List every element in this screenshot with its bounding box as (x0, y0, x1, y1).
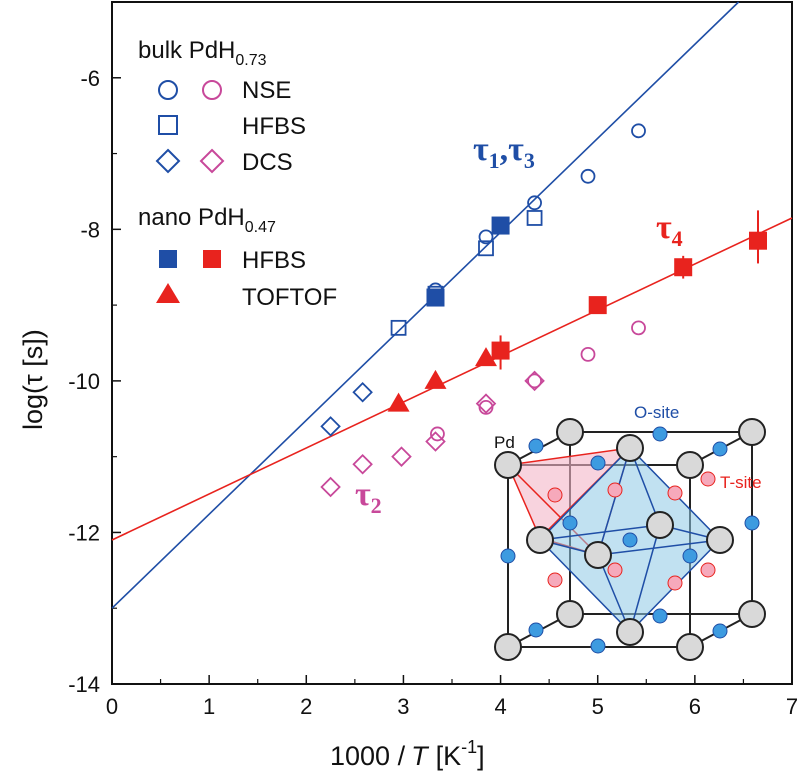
x-tick-label: 4 (494, 694, 506, 719)
data-point-dcs-magenta (320, 476, 341, 498)
o-site-atoms (500, 426, 760, 654)
x-tick-label: 2 (300, 694, 312, 719)
data-point-hfbs-red (674, 258, 693, 277)
x-tick-label: 1 (203, 694, 215, 719)
y-tick-label: -10 (68, 369, 100, 394)
data-point-dcs-magenta (524, 370, 545, 392)
axis-ticks: 0 1 2 3 4 5 6 7 -14 -12 -10 -8 -6 (68, 1, 798, 719)
annotation-tau1-tau3: τ1,τ3 (473, 131, 535, 173)
x-tick-label: 0 (106, 694, 118, 719)
data-point-hfbs-red (491, 341, 510, 360)
y-axis-title: log(τ [s]) (18, 329, 48, 430)
data-markers (320, 123, 767, 498)
data-point-dcs-blue (320, 416, 341, 437)
legend-label-hfbs-bulk: HFBS (242, 113, 306, 140)
legend-marker-hfbs-nano-red (203, 250, 221, 268)
x-tick-label: 3 (397, 694, 409, 719)
data-point-dcs-magenta (475, 393, 497, 414)
legend-label-hfbs-nano: HFBS (242, 247, 306, 274)
data-point-nse-blue (527, 195, 542, 211)
data-point-hfbs-blue (426, 288, 445, 307)
legend-marker-toftof (156, 283, 180, 303)
data-point-dcs-blue (352, 381, 373, 403)
data-point-toftof-red (475, 347, 497, 367)
x-tick-label: 6 (689, 694, 701, 719)
data-point-hfbs-blue (491, 216, 510, 235)
legend-marker-nse-blue (158, 80, 178, 100)
data-point-hfbs-blue (390, 319, 407, 336)
legend-marker-hfbs-bulk (158, 115, 178, 135)
data-point-nse-magenta (430, 426, 445, 442)
annotation-tau4: τ4 (656, 209, 683, 251)
y-tick-label: -12 (68, 520, 100, 545)
data-point-toftof-red (424, 369, 447, 389)
pd-atoms (494, 418, 766, 661)
x-axis-title: 1000 /T [K-1] (330, 737, 485, 771)
data-point-dcs-magenta (391, 446, 412, 467)
legend-group-nano: nano PdH0.47 (138, 204, 276, 236)
inset-label-pd: Pd (494, 433, 515, 452)
legend-marker-dcs-magenta (199, 148, 225, 174)
legend: bulk PdH0.73 NSE HFBS DCS nano PdH0.47 H… (138, 37, 337, 311)
legend-marker-hfbs-nano-blue (159, 250, 177, 268)
data-point-nse-blue (580, 168, 596, 184)
data-point-hfbs-red (588, 296, 607, 315)
legend-group-bulk: bulk PdH0.73 (138, 37, 267, 69)
annotation-tau2: τ2 (355, 476, 382, 518)
data-point-dcs-magenta (352, 453, 373, 475)
data-point-nse-magenta (527, 373, 542, 389)
data-point-hfbs-blue (478, 240, 494, 257)
y-tick-label: -8 (80, 217, 100, 242)
data-point-hfbs-red (749, 231, 767, 250)
y-tick-label: -14 (68, 672, 100, 697)
data-point-hfbs-blue (526, 210, 543, 226)
data-point-nse-blue (478, 229, 494, 245)
legend-label-toftof: TOFTOF (242, 284, 337, 311)
inset-label-o-site: O-site (634, 403, 679, 422)
legend-label-dcs: DCS (242, 149, 293, 176)
x-tick-label: 7 (786, 694, 798, 719)
t-site-atoms (547, 471, 716, 591)
inset-label-t-site: T-site (720, 473, 762, 492)
data-point-nse-blue (631, 123, 646, 139)
data-point-dcs-magenta (425, 431, 446, 452)
crystal-structure-inset: Pd O-site T-site (494, 403, 766, 661)
data-point-toftof-red (387, 392, 410, 412)
error-bars (499, 210, 759, 370)
data-point-nse-magenta (631, 320, 646, 336)
x-tick-label: 5 (592, 694, 604, 719)
y-tick-label: -6 (80, 66, 100, 91)
legend-marker-dcs-blue (155, 148, 181, 174)
legend-label-nse: NSE (242, 77, 291, 104)
data-point-nse-magenta (478, 400, 494, 415)
legend-marker-nse-magenta (202, 80, 222, 100)
data-point-nse-magenta (580, 346, 596, 362)
fit-line (111, 1, 740, 609)
